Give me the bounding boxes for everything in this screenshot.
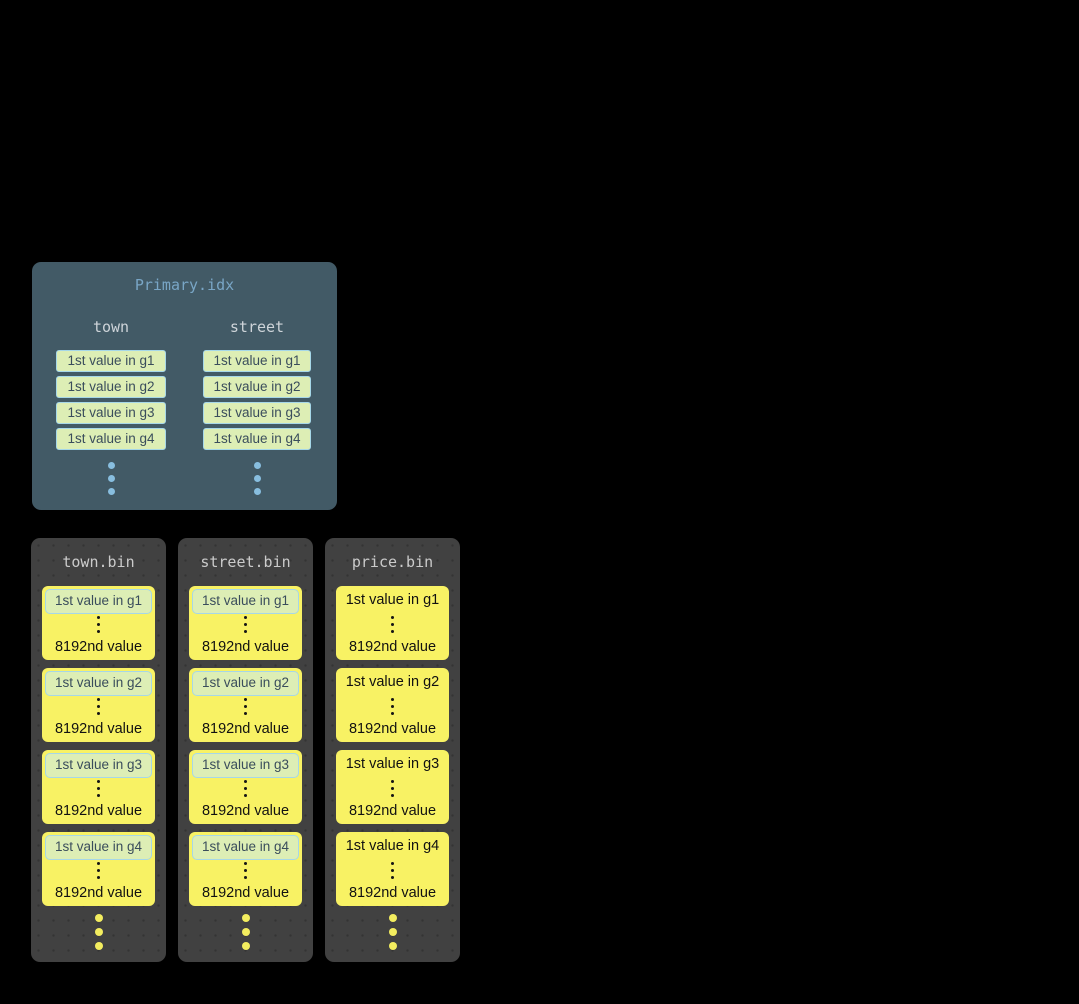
granule-first-value: 1st value in g3 — [45, 753, 152, 778]
granule-block: 1st value in g4 8192nd value — [189, 832, 302, 906]
granule-block: 1st value in g2 8192nd value — [336, 668, 449, 742]
granule-last-value: 8192nd value — [201, 721, 290, 737]
bin-file-street: street.bin 1st value in g1 8192nd value … — [178, 538, 313, 962]
granule-first-value: 1st value in g2 — [345, 674, 440, 690]
granule-last-value: 8192nd value — [54, 639, 143, 655]
ellipsis-dots — [391, 616, 394, 637]
granule-first-value: 1st value in g4 — [45, 835, 152, 860]
ellipsis-dots — [325, 914, 460, 956]
ellipsis-dots — [97, 780, 100, 801]
granule-last-value: 8192nd value — [54, 721, 143, 737]
primary-index-columns: town 1st value in g1 1st value in g2 1st… — [32, 318, 337, 501]
index-cell: 1st value in g4 — [203, 428, 311, 450]
bin-file-title: price.bin — [351, 553, 434, 571]
granule-block: 1st value in g2 8192nd value — [189, 668, 302, 742]
column-header-street: street — [229, 318, 285, 336]
ellipsis-dots — [107, 462, 115, 501]
primary-column-town: town 1st value in g1 1st value in g2 1st… — [56, 318, 166, 501]
ellipsis-dots — [253, 462, 261, 501]
bin-file-town: town.bin 1st value in g1 8192nd value 1s… — [31, 538, 166, 962]
granule-last-value: 8192nd value — [54, 885, 143, 901]
ellipsis-dots — [97, 616, 100, 637]
granule-last-value: 8192nd value — [348, 803, 437, 819]
ellipsis-dots — [31, 914, 166, 956]
ellipsis-dots — [97, 698, 100, 719]
granule-last-value: 8192nd value — [201, 639, 290, 655]
granule-first-value: 1st value in g1 — [345, 592, 440, 608]
granule-last-value: 8192nd value — [54, 803, 143, 819]
granule-block: 1st value in g4 8192nd value — [336, 832, 449, 906]
granule-block: 1st value in g4 8192nd value — [42, 832, 155, 906]
granule-block: 1st value in g1 8192nd value — [42, 586, 155, 660]
granule-first-value: 1st value in g2 — [192, 671, 299, 696]
granule-first-value: 1st value in g3 — [192, 753, 299, 778]
column-header-town: town — [92, 318, 130, 336]
granule-block: 1st value in g1 8192nd value — [189, 586, 302, 660]
granule-last-value: 8192nd value — [348, 885, 437, 901]
granule-first-value: 1st value in g4 — [345, 838, 440, 854]
granule-block: 1st value in g3 8192nd value — [189, 750, 302, 824]
ellipsis-dots — [244, 698, 247, 719]
granule-last-value: 8192nd value — [201, 803, 290, 819]
granule-last-value: 8192nd value — [348, 721, 437, 737]
granule-block: 1st value in g3 8192nd value — [42, 750, 155, 824]
index-cell: 1st value in g3 — [203, 402, 311, 424]
ellipsis-dots — [244, 616, 247, 637]
ellipsis-dots — [391, 862, 394, 883]
primary-index-title: Primary.idx — [134, 276, 235, 294]
ellipsis-dots — [391, 780, 394, 801]
index-cell: 1st value in g2 — [203, 376, 311, 398]
granule-first-value: 1st value in g1 — [45, 589, 152, 614]
index-cell: 1st value in g2 — [56, 376, 166, 398]
granule-block: 1st value in g2 8192nd value — [42, 668, 155, 742]
index-cell: 1st value in g4 — [56, 428, 166, 450]
granule-first-value: 1st value in g2 — [45, 671, 152, 696]
bin-file-title: town.bin — [62, 553, 135, 571]
index-cell: 1st value in g1 — [203, 350, 311, 372]
granule-first-value: 1st value in g4 — [192, 835, 299, 860]
index-cell: 1st value in g3 — [56, 402, 166, 424]
granule-first-value: 1st value in g3 — [345, 756, 440, 772]
ellipsis-dots — [244, 862, 247, 883]
ellipsis-dots — [97, 862, 100, 883]
ellipsis-dots — [391, 698, 394, 719]
bin-file-price: price.bin 1st value in g1 8192nd value 1… — [325, 538, 460, 962]
ellipsis-dots — [244, 780, 247, 801]
granule-last-value: 8192nd value — [348, 639, 437, 655]
index-cell: 1st value in g1 — [56, 350, 166, 372]
granule-first-value: 1st value in g1 — [192, 589, 299, 614]
granule-block: 1st value in g1 8192nd value — [336, 586, 449, 660]
ellipsis-dots — [178, 914, 313, 956]
granule-last-value: 8192nd value — [201, 885, 290, 901]
granule-block: 1st value in g3 8192nd value — [336, 750, 449, 824]
bin-file-title: street.bin — [200, 553, 291, 571]
primary-index-box: Primary.idx town 1st value in g1 1st val… — [32, 262, 337, 510]
primary-column-street: street 1st value in g1 1st value in g2 1… — [203, 318, 311, 501]
